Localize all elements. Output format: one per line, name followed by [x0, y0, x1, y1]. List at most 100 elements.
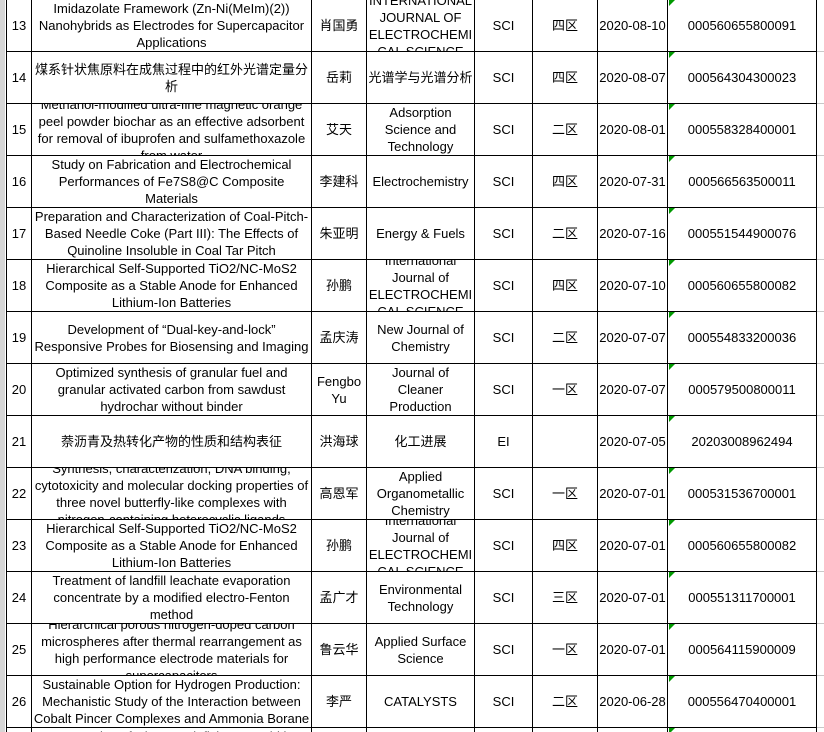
cell-journal[interactable]: Energy & Fuels [367, 208, 475, 260]
cell-title[interactable]: Treatment of landfill leachate evaporati… [32, 572, 312, 624]
cell-jcr-zone[interactable]: 一区 [533, 468, 598, 520]
cell-author[interactable]: 孙鹏 [312, 260, 367, 312]
cell-author[interactable]: Fengbo Yu [312, 364, 367, 416]
cell-accession-id[interactable]: 000551544900076 [668, 208, 817, 260]
cell-date[interactable]: 2020-07-07 [598, 312, 668, 364]
cell-row-number[interactable]: 20 [6, 364, 32, 416]
cell-title[interactable]: Preparation and Characterization of Coal… [32, 208, 312, 260]
cell-journal[interactable]: Applied Organometallic Chemistry [367, 468, 475, 520]
cell-author[interactable]: 李建科 [312, 156, 367, 208]
cell-row-number[interactable]: 21 [6, 416, 32, 468]
cell-accession-id[interactable]: 000566563500011 [668, 156, 817, 208]
cell-jcr-zone[interactable]: 四区 [533, 520, 598, 572]
cell-jcr-zone[interactable]: 二区 [533, 676, 598, 728]
cell-jcr-zone[interactable]: 三区 [533, 572, 598, 624]
cell-row-number[interactable]: 18 [6, 260, 32, 312]
cell-accession-id[interactable]: 000556470400001 [668, 676, 817, 728]
cell-row-number[interactable]: 22 [6, 468, 32, 520]
cell-date[interactable]: 2020-08-01 [598, 104, 668, 156]
cell-date[interactable]: 2020-07-01 [598, 468, 668, 520]
cell-accession-id[interactable]: 000579500800011 [668, 364, 817, 416]
cell-title[interactable]: Study on Fabrication and Electrochemical… [32, 156, 312, 208]
cell-author[interactable]: 孙鹏 [312, 520, 367, 572]
cell-date[interactable]: 2020-07-05 [598, 416, 668, 468]
cell-index-type[interactable]: SCI [475, 572, 533, 624]
cell-date[interactable]: 2020-07-31 [598, 156, 668, 208]
cell-title[interactable]: Methanol-modified ultra-fine magnetic or… [32, 104, 312, 156]
cell-index-type[interactable]: SCI [475, 312, 533, 364]
cell-row-number[interactable]: 14 [6, 52, 32, 104]
cell-accession-id[interactable]: 000564115900009 [668, 624, 817, 676]
cell-journal[interactable]: INTERNATIONAL JOURNAL OF ELECTROCHEMICAL… [367, 0, 475, 52]
cell-date[interactable]: 2020-08-10 [598, 0, 668, 52]
cell-journal[interactable] [367, 728, 475, 732]
cell-index-type[interactable] [475, 728, 533, 732]
cell-jcr-zone[interactable]: 一区 [533, 624, 598, 676]
cell-row-number[interactable]: 17 [6, 208, 32, 260]
cell-row-number[interactable] [6, 728, 32, 732]
cell-row-number[interactable]: 23 [6, 520, 32, 572]
cell-accession-id[interactable]: 000554833200036 [668, 312, 817, 364]
cell-row-number[interactable]: 13 [6, 0, 32, 52]
cell-accession-id[interactable]: 000560655800082 [668, 520, 817, 572]
cell-title[interactable]: Optimized synthesis of granular fuel and… [32, 364, 312, 416]
cell-index-type[interactable]: SCI [475, 676, 533, 728]
cell-accession-id[interactable]: 000560655800082 [668, 260, 817, 312]
cell-title[interactable]: 煤系针状焦原料在成焦过程中的红外光谱定量分析 [32, 52, 312, 104]
cell-accession-id[interactable]: 000531536700001 [668, 468, 817, 520]
cell-date[interactable]: 2020-08-07 [598, 52, 668, 104]
cell-author[interactable]: 孟庆涛 [312, 312, 367, 364]
cell-title[interactable]: Hierarchical Self-Supported TiO2/NC-MoS2… [32, 260, 312, 312]
cell-jcr-zone[interactable]: 二区 [533, 104, 598, 156]
cell-title[interactable]: Hierarchical Self-Supported TiO2/NC-MoS2… [32, 520, 312, 572]
cell-accession-id[interactable]: 20203008962494 [668, 416, 817, 468]
cell-journal[interactable]: 光谱学与光谱分析 [367, 52, 475, 104]
cell-title[interactable]: Imidazolate Framework (Zn-Ni(MeIm)(2)) N… [32, 0, 312, 52]
cell-author[interactable]: 鲁云华 [312, 624, 367, 676]
cell-jcr-zone[interactable]: 四区 [533, 52, 598, 104]
cell-journal[interactable]: Environmental Technology [367, 572, 475, 624]
cell-author[interactable]: 孟广才 [312, 572, 367, 624]
cell-jcr-zone[interactable]: 二区 [533, 312, 598, 364]
cell-accession-id[interactable]: 000558328400001 [668, 104, 817, 156]
cell-journal[interactable]: Journal of Cleaner Production [367, 364, 475, 416]
cell-journal[interactable]: International Journal of ELECTROCHEMICAL… [367, 520, 475, 572]
cell-author[interactable]: 岳莉 [312, 52, 367, 104]
cell-date[interactable]: 2020-07-07 [598, 364, 668, 416]
cell-index-type[interactable]: SCI [475, 468, 533, 520]
cell-title[interactable]: Development of “Dual-key-and-lock” Respo… [32, 312, 312, 364]
cell-journal[interactable]: Electrochemistry [367, 156, 475, 208]
cell-jcr-zone[interactable]: 一区 [533, 364, 598, 416]
cell-title[interactable]: Sustainable Option for Hydrogen Producti… [32, 676, 312, 728]
cell-jcr-zone[interactable]: 四区 [533, 0, 598, 52]
cell-title[interactable]: Hierarchical porous nitrogen-doped carbo… [32, 624, 312, 676]
cell-jcr-zone[interactable]: 四区 [533, 156, 598, 208]
cell-journal[interactable]: Applied Surface Science [367, 624, 475, 676]
cell-row-number[interactable]: 26 [6, 676, 32, 728]
cell-author[interactable]: 洪海球 [312, 416, 367, 468]
cell-author[interactable] [312, 728, 367, 732]
cell-index-type[interactable]: SCI [475, 52, 533, 104]
cell-index-type[interactable]: SCI [475, 624, 533, 676]
cell-journal[interactable]: 化工进展 [367, 416, 475, 468]
cell-date[interactable]: 2020-07-01 [598, 572, 668, 624]
cell-date[interactable]: 2020-06-28 [598, 676, 668, 728]
cell-index-type[interactable]: SCI [475, 520, 533, 572]
cell-index-type[interactable]: SCI [475, 260, 533, 312]
cell-title[interactable]: 萘沥青及热转化产物的性质和结构表征 [32, 416, 312, 468]
cell-row-number[interactable]: 15 [6, 104, 32, 156]
cell-index-type[interactable]: SCI [475, 104, 533, 156]
cell-accession-id[interactable]: 000560655800091 [668, 0, 817, 52]
cell-index-type[interactable]: EI [475, 416, 533, 468]
cell-jcr-zone[interactable] [533, 728, 598, 732]
cell-date[interactable]: 2020-07-16 [598, 208, 668, 260]
cell-accession-id[interactable]: 000564304300023 [668, 52, 817, 104]
cell-journal[interactable]: Adsorption Science and Technology [367, 104, 475, 156]
cell-journal[interactable]: CATALYSTS [367, 676, 475, 728]
cell-title[interactable]: Synthesis, characterization, DNA binding… [32, 468, 312, 520]
cell-author[interactable]: 肖国勇 [312, 0, 367, 52]
cell-author[interactable]: 朱亚明 [312, 208, 367, 260]
cell-date[interactable]: 2020-07-01 [598, 520, 668, 572]
cell-author[interactable]: 艾天 [312, 104, 367, 156]
cell-title[interactable]: Preparation of Nitrogen-deficient Graphi… [32, 728, 312, 732]
